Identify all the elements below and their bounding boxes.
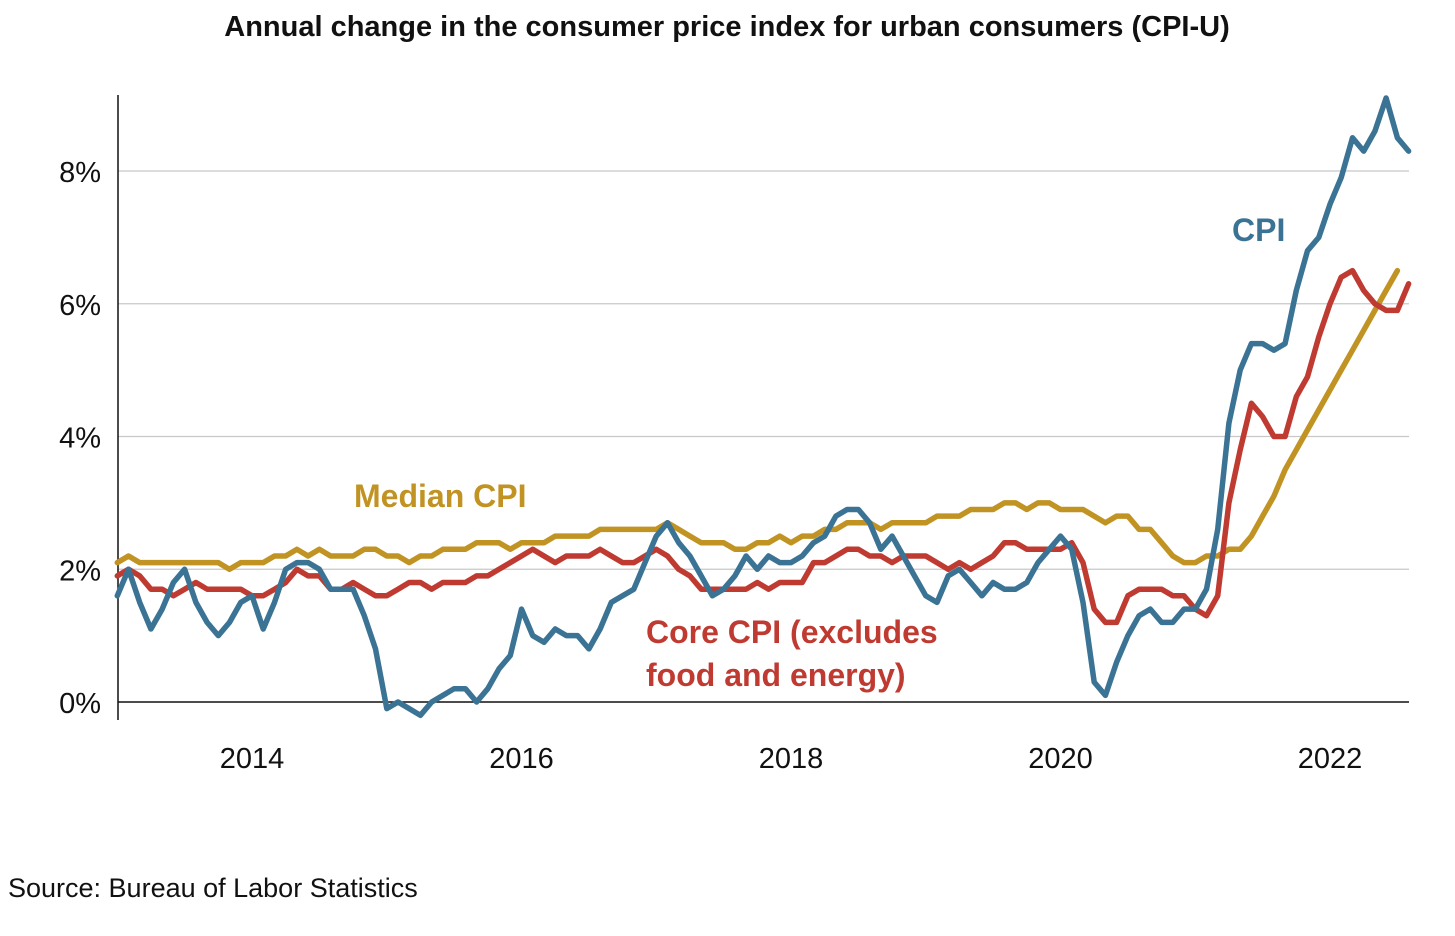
x-tick-label-2016: 2016	[489, 743, 554, 775]
y-tick-label: 6%	[59, 290, 101, 322]
series-label-core: Core CPI (excludes	[646, 614, 938, 650]
y-tick-label: 4%	[59, 423, 101, 455]
series-layer	[114, 95, 1412, 719]
grid-layer	[118, 170, 1409, 570]
series-label-median: Median CPI	[354, 478, 526, 514]
y-tick-label: 0%	[59, 688, 101, 720]
x-tick-label-2022: 2022	[1298, 743, 1363, 775]
x-tick-label-2018: 2018	[759, 743, 824, 775]
y-tick-label: 2%	[59, 555, 101, 587]
x-tick-label-2014: 2014	[220, 743, 285, 775]
series-line-cpi	[114, 95, 1412, 719]
axis-layer: 0% 2% 4% 6% 8% 2014 2016 2018 2020 2022	[59, 95, 1409, 775]
series-label-core: food and energy)	[646, 657, 906, 693]
series-line-median	[114, 267, 1401, 573]
x-tick-label-2020: 2020	[1028, 743, 1093, 775]
series-label-cpi: CPI	[1232, 212, 1285, 248]
label-layer: CPI Core CPI (excludes food and energy) Med…	[354, 212, 1285, 693]
y-tick-label: 8%	[59, 157, 101, 189]
chart-title: Annual change in the consumer price inde…	[224, 11, 1230, 43]
source-note: Source: Bureau of Labor Statistics	[8, 873, 418, 903]
